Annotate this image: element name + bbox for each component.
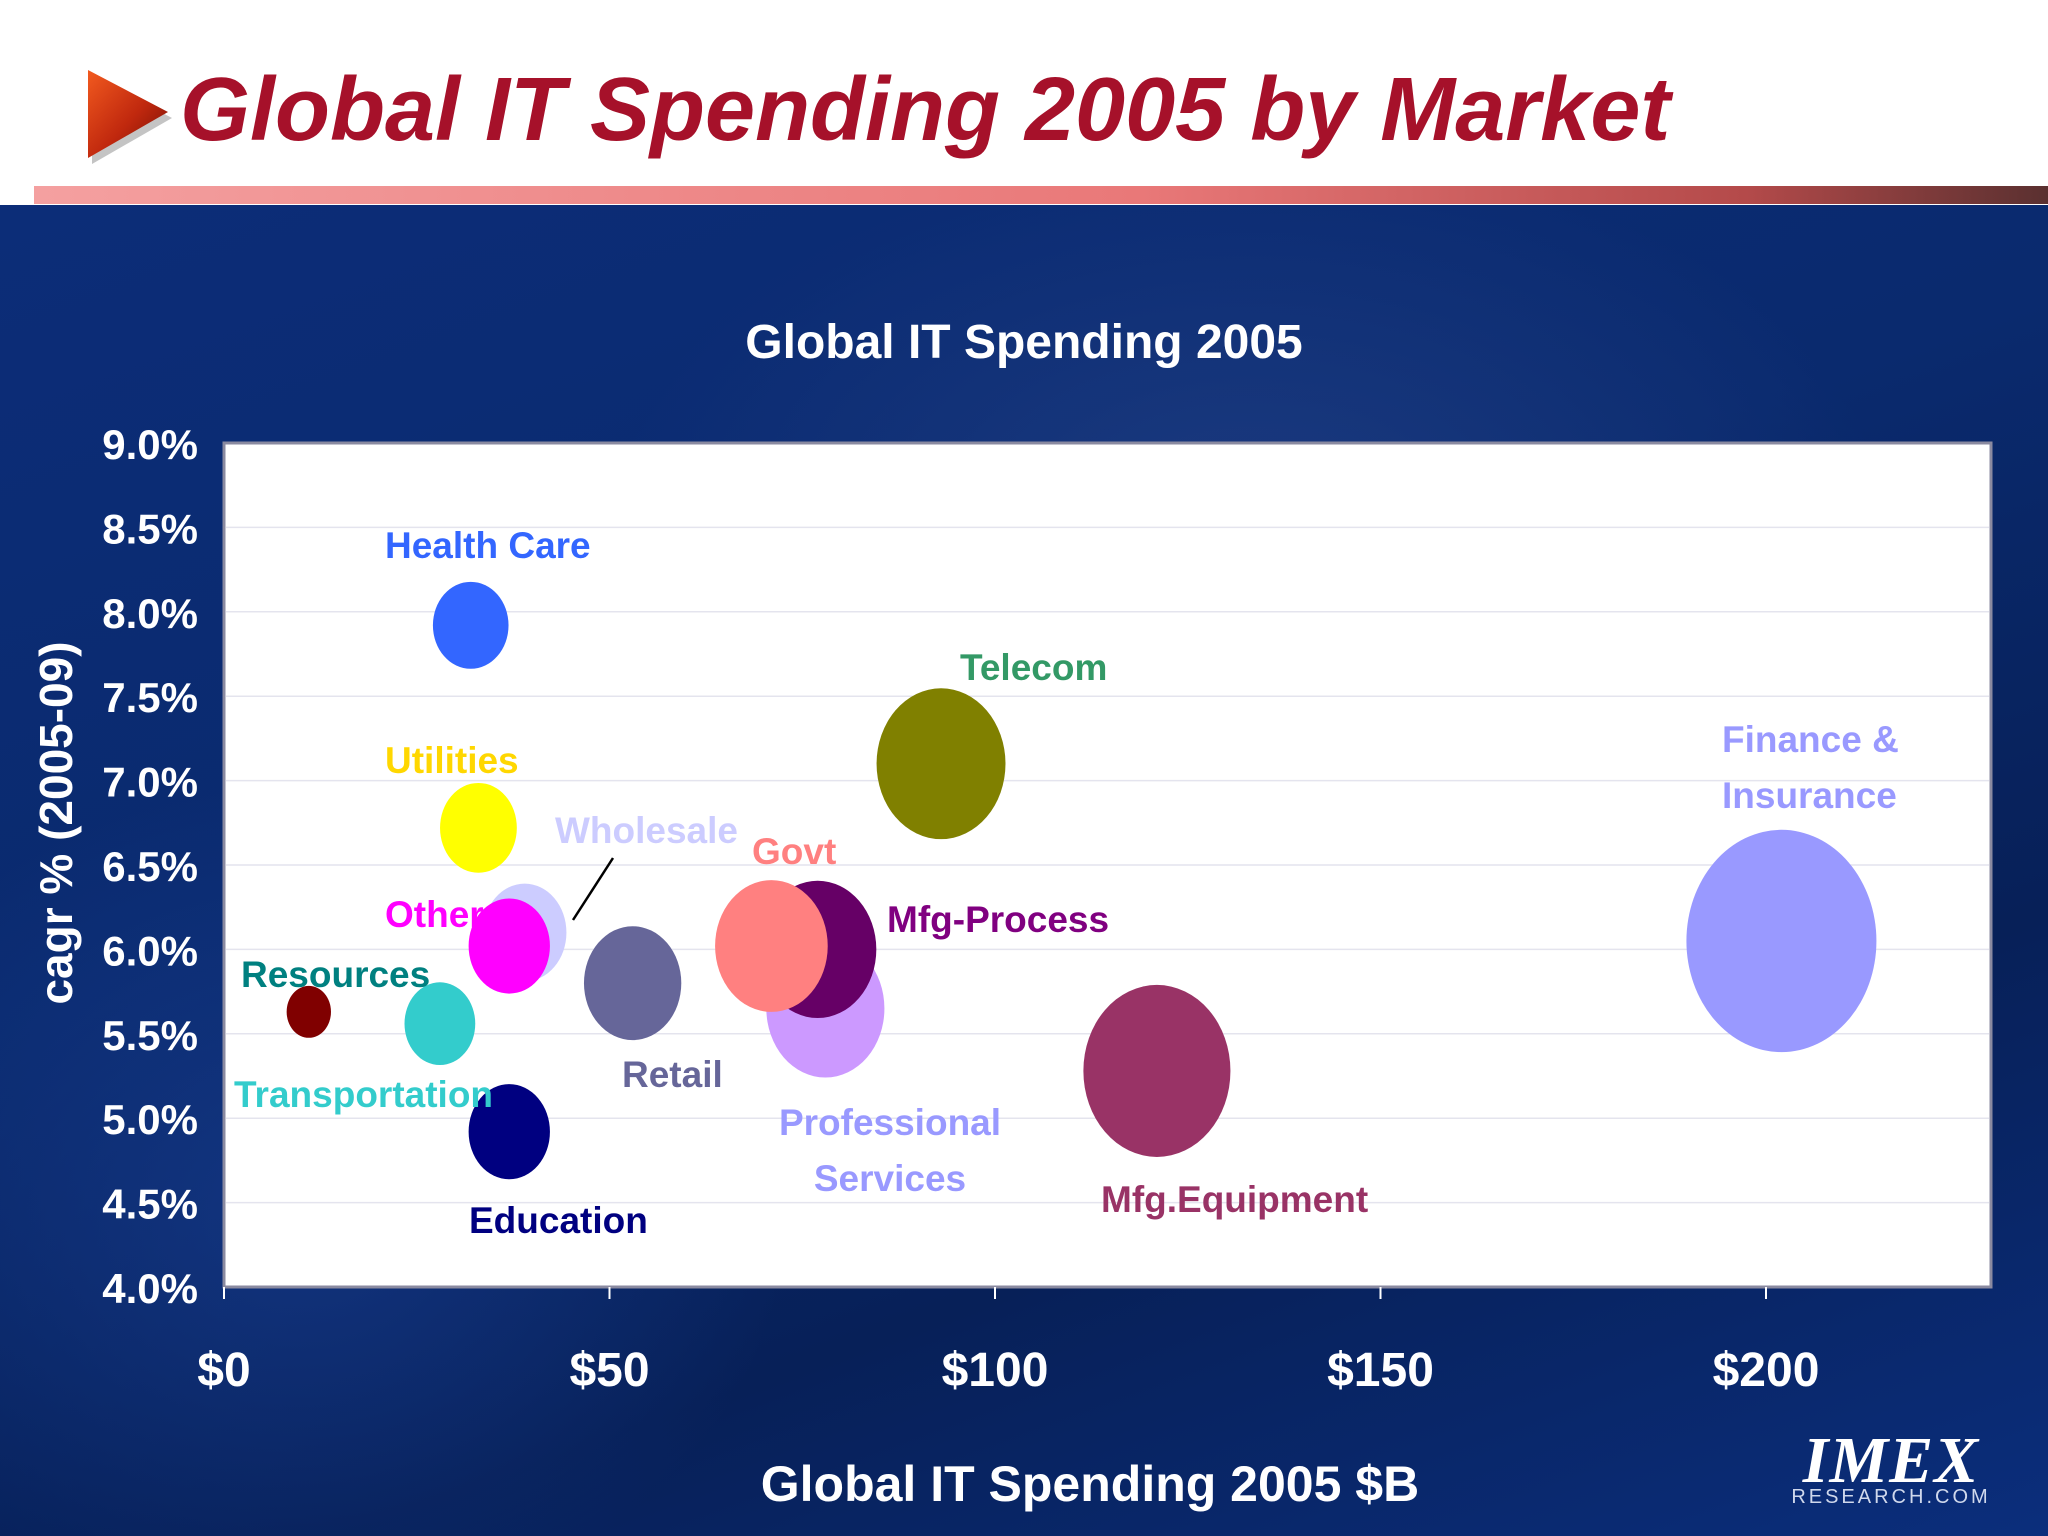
y-tick-label: 4.5% xyxy=(102,1181,198,1228)
bubble-other xyxy=(468,898,550,994)
y-tick-label: 5.5% xyxy=(102,1012,198,1059)
bubble-label-resources: Resources xyxy=(241,954,430,995)
bubble-label-telecom: Telecom xyxy=(960,647,1107,688)
bubbles xyxy=(286,581,1877,1180)
bubble-label-retail: Retail xyxy=(622,1054,723,1095)
bubble-mfg-equipment xyxy=(1083,984,1231,1157)
bubble-govt xyxy=(715,880,828,1012)
y-tick-label: 8.5% xyxy=(102,505,198,552)
logo-wordmark: IMEX xyxy=(1802,1424,1980,1497)
title-divider xyxy=(34,186,2048,204)
bubble-label-health-care: Health Care xyxy=(385,525,591,566)
bubble-label-professional-services: Services xyxy=(814,1158,966,1199)
logo-subtitle: RESEARCH.COM xyxy=(1791,1486,1991,1508)
bubble-label-transportation: Transportation xyxy=(234,1074,493,1115)
bubble-retail xyxy=(583,926,682,1041)
x-tick-label: $200 xyxy=(1713,1344,1820,1397)
bubble-telecom xyxy=(876,688,1006,840)
y-tick-label: 5.0% xyxy=(102,1096,198,1143)
y-tick-label: 7.5% xyxy=(102,674,198,721)
y-tick-label: 7.0% xyxy=(102,759,198,806)
bubble-education xyxy=(468,1084,550,1180)
bubble-resources xyxy=(286,985,331,1038)
bubble-label-mfg-process: Mfg-Process xyxy=(887,899,1109,940)
x-tick-label: $0 xyxy=(197,1344,250,1397)
bubble-health-care xyxy=(432,581,509,669)
bubble-label-utilities: Utilities xyxy=(385,740,519,781)
bubble-label-professional-services: Professional xyxy=(779,1102,1001,1143)
bubble-label-finance-insurance: Insurance xyxy=(1722,775,1897,816)
x-tick-label: $50 xyxy=(569,1344,649,1397)
bubble-utilities xyxy=(440,782,517,873)
bubble-label-finance-insurance: Finance & xyxy=(1722,719,1899,760)
bubble-label-other: Other xyxy=(385,894,484,935)
y-tick-label: 6.0% xyxy=(102,927,198,974)
slide-header: Global IT Spending 2005 by Market xyxy=(0,0,2048,205)
bubble-label-education: Education xyxy=(469,1200,648,1241)
bubble-label-govt: Govt xyxy=(752,831,836,872)
bubble-finance-insurance xyxy=(1686,829,1877,1053)
x-tick-label: $150 xyxy=(1327,1344,1434,1397)
y-tick-label: 8.0% xyxy=(102,590,198,637)
leader-line xyxy=(571,857,615,921)
y-tick-label: 6.5% xyxy=(102,843,198,890)
imex-logo: IMEX RESEARCH.COM xyxy=(1786,1424,1996,1509)
chart-title: Global IT Spending 2005 xyxy=(745,316,1303,369)
x-axis-title: Global IT Spending 2005 $B xyxy=(760,1456,1420,1512)
slide-title: Global IT Spending 2005 by Market xyxy=(180,60,1671,160)
x-tick-label: $100 xyxy=(942,1344,1049,1397)
bubble-label-mfg-equipment: Mfg.Equipment xyxy=(1101,1179,1368,1220)
title-arrow-icon xyxy=(88,70,172,164)
bubble-label-wholesale: Wholesale xyxy=(555,810,738,851)
axes: 4.0% 4.5% 5.0% 5.5% 6.0% 6.5% 7.0% 7.5% 8.0% 8.5%… xyxy=(102,421,1819,1397)
y-tick-label: 9.0% xyxy=(102,421,198,468)
y-tick-label: 4.0% xyxy=(102,1265,198,1312)
bubble-labels: Health Care Utilities Wholesale Other Resour… xyxy=(234,525,1899,1241)
bubble-transportation xyxy=(404,982,476,1066)
